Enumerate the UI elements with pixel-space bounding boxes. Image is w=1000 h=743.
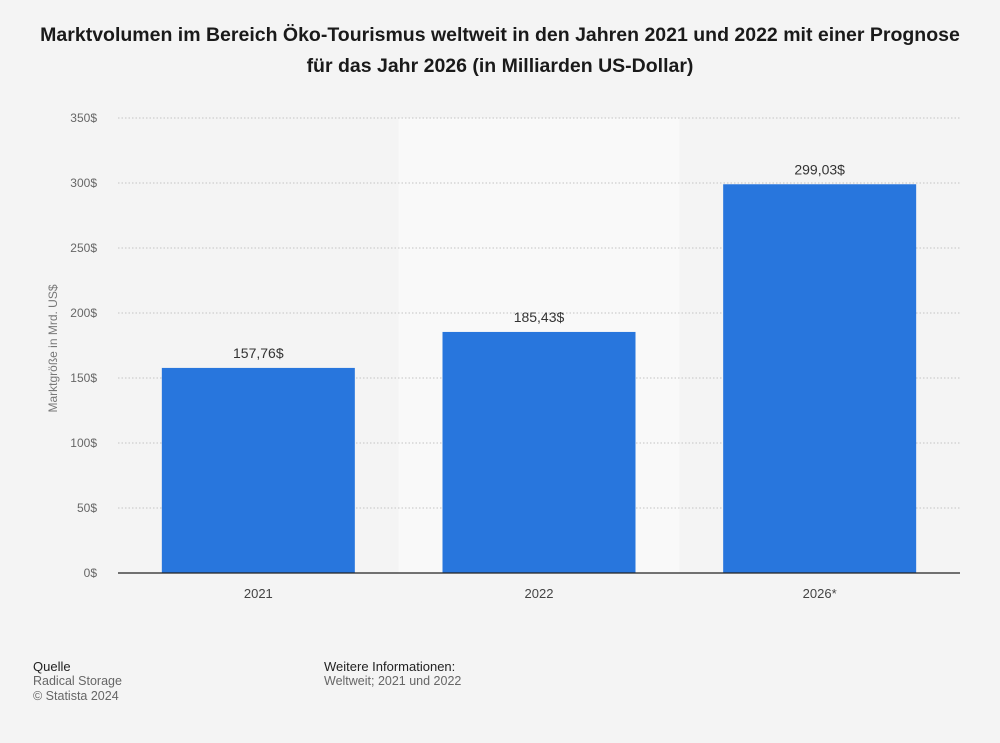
y-tick-label: 300$ bbox=[70, 176, 97, 190]
source-line: Radical Storage bbox=[33, 674, 122, 688]
x-tick-label: 2026* bbox=[803, 586, 837, 601]
x-tick-label: 2022 bbox=[525, 586, 554, 601]
x-tick-label: 2021 bbox=[244, 586, 273, 601]
source-block: Quelle Radical Storage © Statista 2024 bbox=[33, 659, 122, 704]
data-label: 157,76$ bbox=[233, 345, 284, 361]
data-label: 185,43$ bbox=[514, 309, 565, 325]
y-tick-label: 350$ bbox=[70, 111, 97, 125]
info-block: Weitere Informationen: Weltweit; 2021 un… bbox=[324, 659, 461, 689]
y-tick-label: 250$ bbox=[70, 241, 97, 255]
info-heading: Weitere Informationen: bbox=[324, 659, 456, 674]
bar-2022 bbox=[442, 331, 636, 573]
source-heading: Quelle bbox=[33, 659, 71, 674]
bar-2026 bbox=[723, 184, 917, 574]
y-tick-label: 200$ bbox=[70, 306, 97, 320]
chart-title: Marktvolumen im Bereich Öko-Tourismus we… bbox=[40, 24, 960, 77]
y-tick-label: 150$ bbox=[70, 371, 97, 385]
y-tick-label: 100$ bbox=[70, 436, 97, 450]
data-label: 299,03$ bbox=[794, 161, 845, 177]
y-tick-label: 50$ bbox=[77, 501, 97, 515]
y-axis-title: Marktgröße in Mrd. US$ bbox=[46, 284, 60, 412]
copyright-line: © Statista 2024 bbox=[33, 689, 119, 703]
info-line: Weltweit; 2021 und 2022 bbox=[324, 674, 462, 688]
bar-2021 bbox=[161, 367, 355, 573]
y-tick-label: 0$ bbox=[84, 566, 98, 580]
